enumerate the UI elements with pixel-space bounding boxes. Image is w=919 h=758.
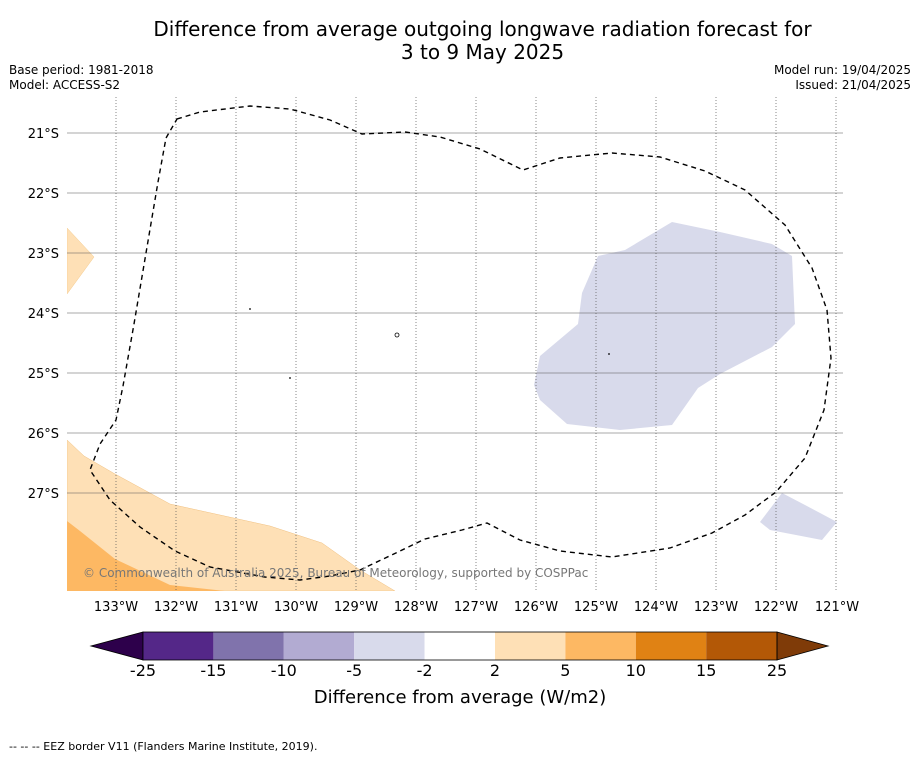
- model-run: Model run: 19/04/2025: [773, 63, 911, 77]
- colorbar-bin: [213, 632, 284, 660]
- colorbar-bin: [143, 632, 214, 660]
- island-marker: [394, 332, 400, 338]
- colorbar-ticks: -25 -15 -10 -5 -2 2 5 10 15 25: [130, 661, 787, 680]
- map-gridlines: [115, 97, 837, 591]
- lon-label: 128°W: [394, 600, 438, 615]
- lat-labels: 21°S 22°S 23°S 24°S 25°S 26°S 27°S: [28, 127, 59, 502]
- lat-label: 22°S: [28, 187, 59, 202]
- colorbar-bin: [495, 632, 566, 660]
- anomaly-area-negative-large: [534, 222, 795, 430]
- colorbar-label: Difference from average (W/m2): [314, 687, 606, 708]
- colorbar-tick: 10: [626, 661, 646, 680]
- colorbar-bin: [706, 632, 777, 660]
- colorbar-tick: -2: [417, 661, 433, 680]
- copyright-text: © Commonwealth of Australia 2025, Bureau…: [83, 566, 588, 580]
- lon-label: 123°W: [694, 600, 738, 615]
- colorbar-bin: [424, 632, 495, 660]
- island-marker: [608, 353, 610, 355]
- colorbar-tick: 15: [696, 661, 716, 680]
- lon-label: 126°W: [514, 600, 558, 615]
- map-lat-lines: [67, 132, 843, 494]
- colorbar-above-arrow: [776, 631, 830, 661]
- lon-label: 122°W: [754, 600, 798, 615]
- map-title: Difference from average outgoing longwav…: [0, 18, 919, 64]
- lat-label: 21°S: [28, 127, 59, 142]
- colorbar-tick: -15: [200, 661, 226, 680]
- colorbar-tick: -10: [271, 661, 297, 680]
- colorbar-tick: 2: [490, 661, 500, 680]
- colorbar-tick: 5: [560, 661, 570, 680]
- title-line-2: 3 to 9 May 2025: [400, 40, 565, 64]
- anomaly-area-positive-large: [67, 439, 396, 591]
- base-period: Base period: 1981-2018: [9, 63, 154, 77]
- model-name: Model: ACCESS-S2: [9, 78, 121, 92]
- colorbar-frame: [142, 631, 778, 661]
- colorbar-tick: -25: [130, 661, 156, 680]
- issued-date: Issued: 21/04/2025: [795, 78, 911, 92]
- map-area: © Commonwealth of Australia 2025, Bureau…: [67, 97, 843, 591]
- title-line-1: Difference from average outgoing longwav…: [153, 17, 812, 41]
- lat-label: 25°S: [28, 367, 59, 382]
- lon-label: 132°W: [154, 600, 198, 615]
- island-marker: [289, 377, 291, 379]
- lon-label: 121°W: [815, 600, 859, 615]
- colorbar-bin: [635, 632, 707, 660]
- lat-label: 24°S: [28, 307, 59, 322]
- lat-label: 26°S: [28, 427, 59, 442]
- lon-label: 131°W: [214, 600, 258, 615]
- lon-labels: 133°W 132°W 131°W 130°W 129°W 128°W 127°…: [94, 600, 859, 615]
- lon-label: 129°W: [334, 600, 378, 615]
- colorbar-tick: 25: [767, 661, 787, 680]
- metadata-left: Base period: 1981-2018 Model: ACCESS-S2: [9, 63, 154, 93]
- island-marker: [249, 308, 251, 310]
- lon-label: 133°W: [94, 600, 138, 615]
- metadata-right: Model run: 19/04/2025 Issued: 21/04/2025: [774, 63, 911, 93]
- lon-label: 127°W: [454, 600, 498, 615]
- colorbar-bin: [565, 632, 636, 660]
- colorbar-bin: [283, 632, 355, 660]
- lon-label: 130°W: [274, 600, 318, 615]
- anomaly-area-positive-strong: [67, 521, 225, 591]
- lat-label: 23°S: [28, 247, 59, 262]
- colorbar: -25 -15 -10 -5 -2 2 5 10 15 25 Differenc…: [89, 631, 830, 708]
- anomaly-area-negative-small: [760, 493, 837, 540]
- anomaly-area-positive-small: [67, 227, 95, 295]
- eez-source-note: -- -- -- EEZ border V11 (Flanders Marine…: [9, 740, 318, 753]
- colorbar-below-arrow: [89, 631, 144, 661]
- colorbar-bin: [354, 632, 425, 660]
- lon-label: 124°W: [634, 600, 678, 615]
- eez-border: [89, 105, 832, 581]
- lon-label: 125°W: [574, 600, 618, 615]
- lat-label: 27°S: [28, 487, 59, 502]
- colorbar-tick: -5: [346, 661, 362, 680]
